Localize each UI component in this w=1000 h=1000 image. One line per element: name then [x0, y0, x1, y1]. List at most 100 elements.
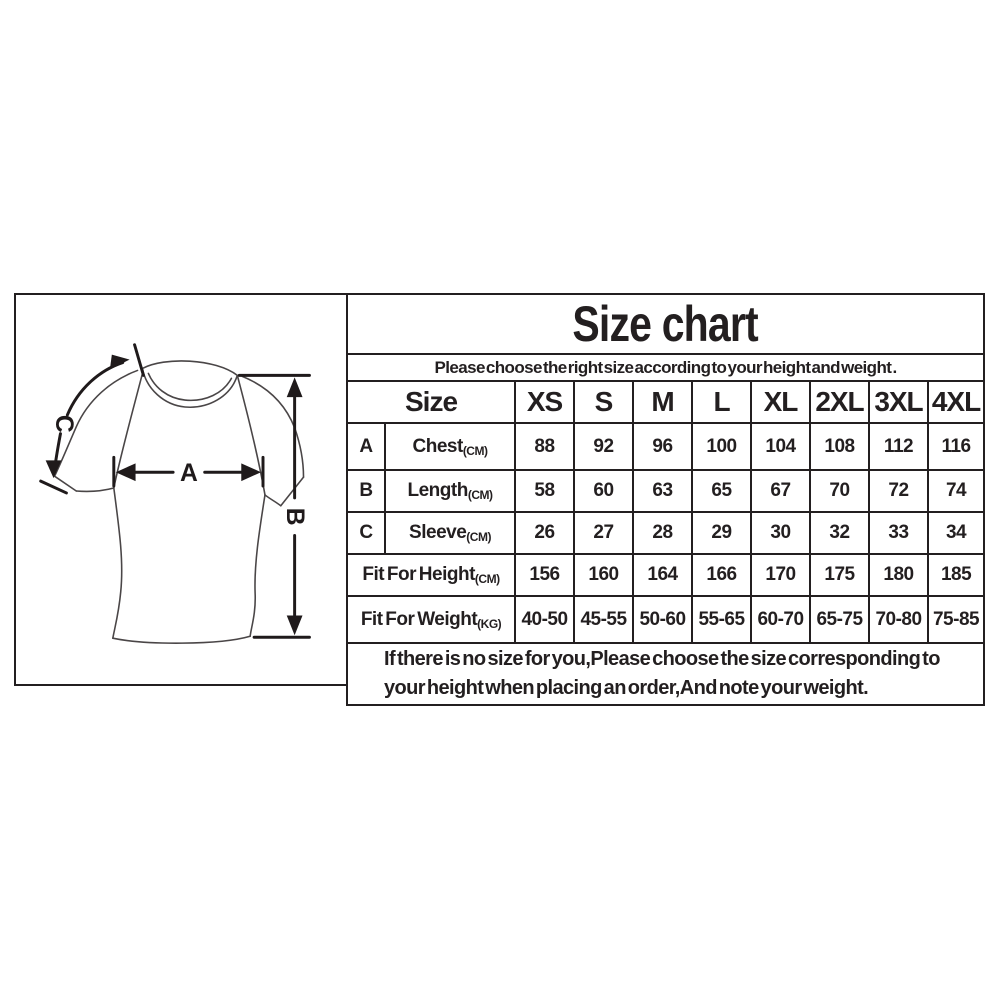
- title-row: Size chart: [345, 293, 986, 355]
- cell-value: 55-65: [691, 595, 752, 644]
- measure-labels: A B C: [50, 415, 308, 526]
- cell-value: 185: [926, 553, 986, 597]
- size-header-s: S: [573, 380, 634, 424]
- cell-value: 30: [750, 511, 811, 555]
- row-label-text: Length: [407, 480, 469, 501]
- size-header-xl: XL: [750, 380, 811, 424]
- sleeve-right-inner: [264, 494, 282, 507]
- row-label-text: Sleeve: [409, 522, 467, 543]
- row-label: Sleeve(CM): [384, 511, 516, 555]
- row-label-text: Fit For Height: [362, 564, 475, 585]
- cell-value: 108: [809, 422, 870, 471]
- cell-value: 88: [514, 422, 575, 471]
- cell-value: 92: [573, 422, 634, 471]
- row-label: Fit For Height(CM): [346, 553, 516, 597]
- measure-c-arrowhead-bottom: [45, 460, 62, 479]
- table-row-length: B Length(CM) 58 60 63 65 67 70 72 74: [346, 469, 986, 513]
- cell-value: 65: [691, 469, 752, 513]
- size-header-2xl: 2XL: [809, 380, 870, 424]
- measure-label-a: A: [180, 460, 198, 487]
- row-label: Fit For Weight(KG): [346, 595, 516, 644]
- cell-value: 70: [809, 469, 870, 513]
- measure-c-tick-collar: [133, 343, 145, 377]
- note-line2: your height when placing an order,And no…: [384, 677, 869, 699]
- cell-value: 27: [573, 511, 634, 555]
- cell-value: 34: [926, 511, 986, 555]
- raglan-seam-left: [113, 372, 144, 489]
- cell-value: 32: [809, 511, 870, 555]
- table-row-chest: A Chest(CM) 88 92 96 100 104 108 112 116: [346, 422, 986, 471]
- row-label: Chest(CM): [384, 422, 516, 471]
- cell-value: 74: [926, 469, 986, 513]
- size-column-header: Size: [346, 380, 516, 424]
- cell-value: 50-60: [632, 595, 693, 644]
- size-header-row: Size XS S M L XL 2XL 3XL 4XL: [346, 380, 986, 424]
- cell-value: 164: [632, 553, 693, 597]
- note-cell: If there is no size for you,Please choos…: [345, 642, 986, 706]
- cell-value: 45-55: [573, 595, 634, 644]
- cell-value: 70-80: [868, 595, 929, 644]
- size-header-l: L: [691, 380, 752, 424]
- cell-value: 112: [868, 422, 929, 471]
- cell-value: 170: [750, 553, 811, 597]
- row-label-text: Chest: [412, 435, 464, 457]
- row-label: Length(CM): [384, 469, 516, 513]
- cell-value: 60-70: [750, 595, 811, 644]
- sleeve-right-cuff: [280, 476, 305, 507]
- cell-value: 116: [926, 422, 986, 471]
- body-right-seam: [249, 494, 266, 638]
- row-unit: (CM): [466, 530, 491, 544]
- cell-value: 100: [691, 422, 752, 471]
- cell-value: 104: [750, 422, 811, 471]
- size-header-4xl: 4XL: [926, 380, 986, 424]
- size-table: Size chart Please choose the right size …: [345, 293, 986, 706]
- tshirt-diagram: A B C: [39, 343, 311, 644]
- table-row-sleeve: C Sleeve(CM) 26 27 28 29 30 32 33 34: [346, 511, 986, 555]
- size-header-xs: XS: [514, 380, 575, 424]
- measure-c-tick-cuff: [39, 479, 68, 495]
- measure-b-arrowhead-top: [286, 377, 303, 398]
- cell-value: 156: [514, 553, 575, 597]
- sleeve-left-inner: [75, 487, 115, 493]
- row-letter: C: [346, 511, 386, 555]
- cell-value: 166: [691, 553, 752, 597]
- size-header-3xl: 3XL: [868, 380, 929, 424]
- subtitle-row: Please choose the right size according t…: [345, 353, 986, 382]
- cell-value: 180: [868, 553, 929, 597]
- sleeve-left-outer: [53, 369, 139, 477]
- cell-value: 65-75: [809, 595, 870, 644]
- cell-value: 33: [868, 511, 929, 555]
- tshirt-outline: [53, 360, 305, 644]
- cell-value: 60: [573, 469, 634, 513]
- table-row-fit-height: Fit For Height(CM) 156 160 164 166 170 1…: [346, 553, 986, 597]
- collar-inner: [147, 372, 233, 402]
- note-row: If there is no size for you,Please choos…: [345, 642, 986, 706]
- cell-value: 175: [809, 553, 870, 597]
- cell-value: 28: [632, 511, 693, 555]
- cell-value: 160: [573, 553, 634, 597]
- measure-label-b: B: [281, 508, 308, 526]
- cell-value: 67: [750, 469, 811, 513]
- row-unit: (CM): [462, 443, 488, 458]
- title-cell: Size chart: [345, 293, 986, 355]
- note-line1: If there is no size for you,Please choos…: [384, 648, 940, 670]
- cell-value: 75-85: [926, 595, 986, 644]
- cell-value: 40-50: [514, 595, 575, 644]
- body-left-seam: [112, 487, 123, 639]
- cell-value: 63: [632, 469, 693, 513]
- row-label-text: Fit For Weight: [360, 608, 478, 630]
- cell-value: 58: [514, 469, 575, 513]
- tshirt-diagram-panel: A B C: [14, 293, 348, 686]
- measure-a-arrowhead-left: [115, 463, 136, 482]
- chart-subtitle: Please choose the right size according t…: [345, 353, 986, 382]
- cell-value: 96: [632, 422, 693, 471]
- measure-a-arrowhead-right: [241, 463, 262, 482]
- row-letter: B: [346, 469, 386, 513]
- measure-arrows: [39, 343, 311, 639]
- row-unit: (CM): [474, 572, 500, 586]
- row-unit: (CM): [467, 488, 493, 502]
- chart-title: Size chart: [572, 296, 759, 352]
- cell-value: 26: [514, 511, 575, 555]
- cell-value: 72: [868, 469, 929, 513]
